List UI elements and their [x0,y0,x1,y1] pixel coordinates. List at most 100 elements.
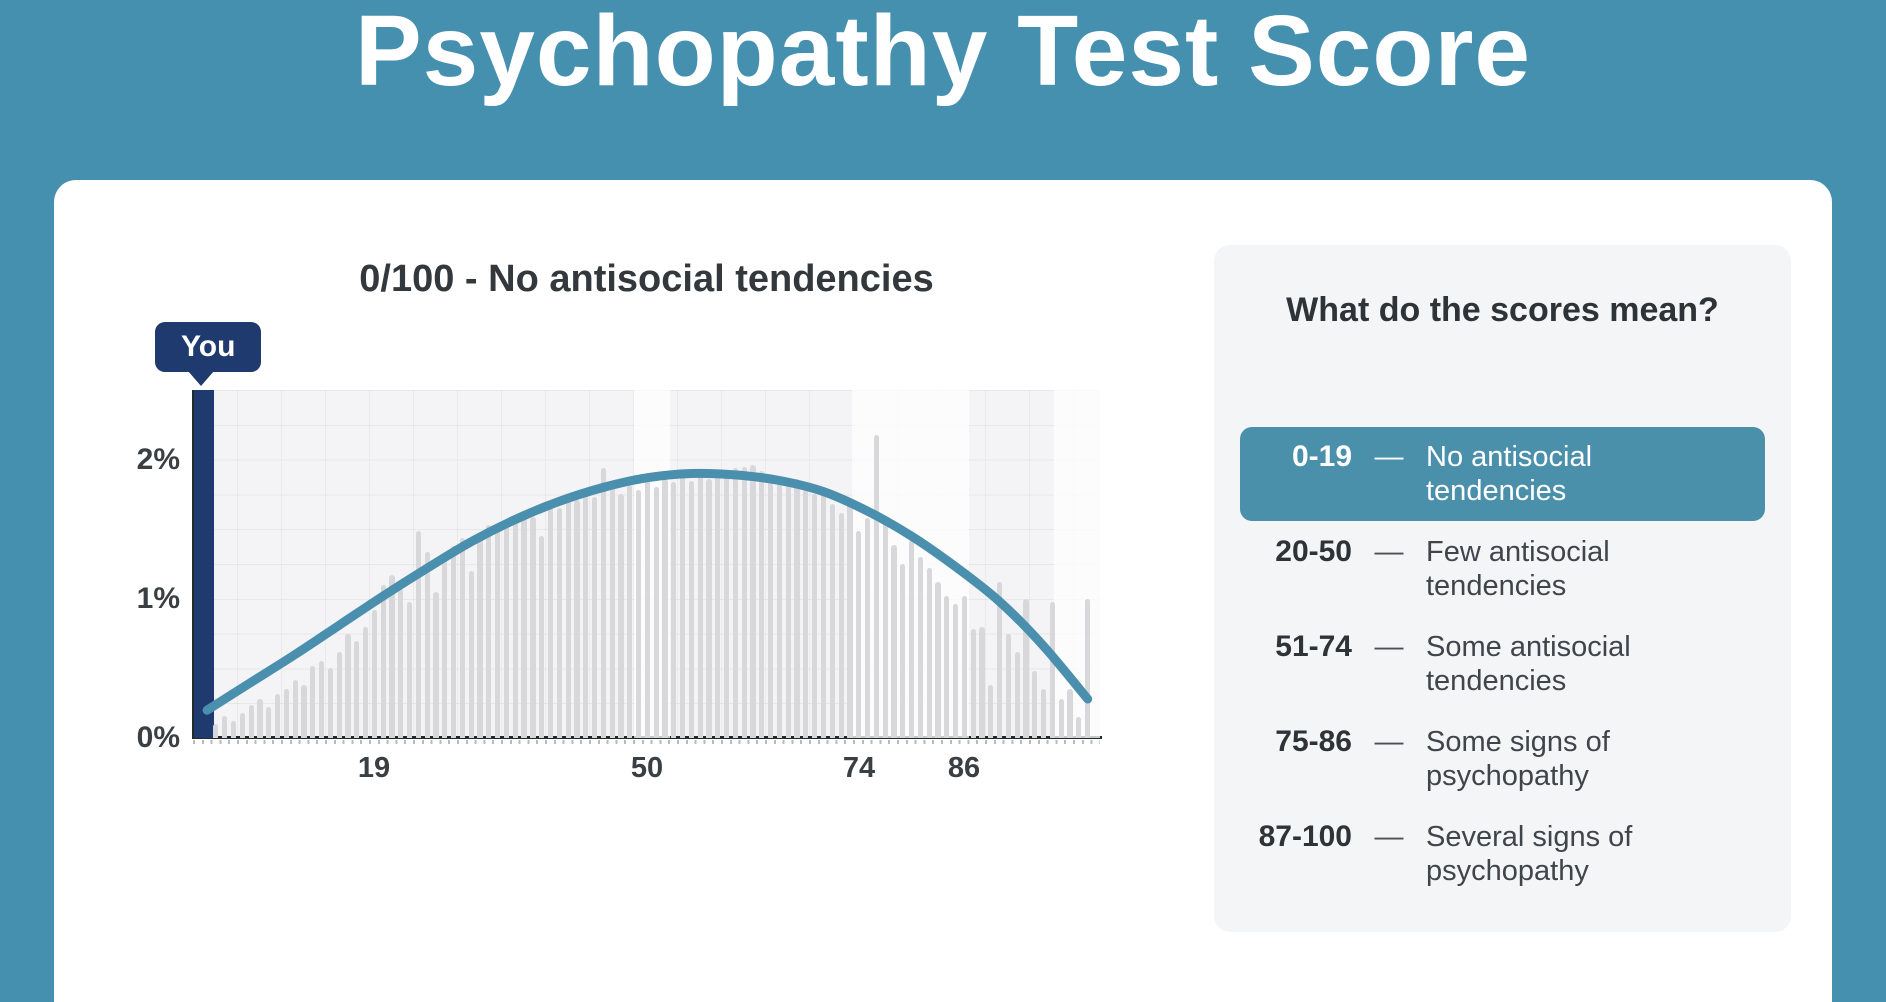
histogram-bar [961,596,967,738]
histogram-bar [574,500,580,738]
legend-row-desc: Several signs of psychopathy [1426,821,1633,887]
histogram-bar [838,512,844,738]
histogram-bar [1049,601,1056,738]
legend-row-range: 75-86 [1275,725,1352,758]
histogram-bar [706,479,712,738]
legend-row-desc: No antisocial tendencies [1426,441,1593,507]
you-badge: You [155,322,262,386]
histogram-bar [521,516,527,738]
histogram-bar [600,468,606,738]
histogram-bar [512,522,518,738]
histogram-bar [794,479,800,738]
legend-row-range: 0-19 [1291,440,1352,473]
histogram-bar [248,704,254,738]
histogram-bar [970,629,976,738]
user-score-bar [194,390,214,738]
histogram-bar [407,601,413,738]
histogram-bar [1076,717,1082,738]
histogram-bar [635,490,642,738]
histogram-bar [812,494,818,738]
histogram-bar [274,693,281,738]
histogram-bar [988,685,994,738]
histogram-bar [776,480,783,738]
histogram-bar [627,484,633,738]
x-axis-label: 19 [357,752,391,784]
histogram-bar [768,476,774,738]
histogram-bar [318,661,325,738]
histogram-bar [239,712,245,738]
legend-row: 20-50 — Few antisocial tendencies [1240,522,1765,616]
histogram-bar [653,487,659,738]
legend-row-dash: — [1374,821,1404,853]
histogram-bar [759,470,765,738]
histogram-bar [715,470,721,738]
histogram-bar [680,476,686,738]
histogram-bar [459,537,466,738]
histogram-bar [1032,671,1038,738]
histogram-bar [451,545,457,738]
histogram-bar [565,498,571,738]
histogram-bar [1023,598,1029,738]
legend-rows: 0-19 — No antisocial tendencies 20-50 — Few a… [1214,427,1791,902]
legend-row: 51-74 — Some antisocial tendencies [1240,617,1765,711]
histogram-bar [539,536,545,738]
histogram-bar [230,721,237,738]
legend-row-dash: — [1374,631,1404,663]
legend-row-desc: Few antisocial tendencies [1426,536,1610,602]
x-axis-label: 50 [630,752,664,784]
legend-heading: What do the scores mean? [1286,291,1719,329]
histogram-bar [1041,689,1047,738]
histogram-bar [688,480,695,738]
histogram-bar [732,468,739,738]
histogram-bar [354,640,360,738]
histogram-bar [486,525,492,738]
x-axis-ticks [193,740,1100,744]
histogram-bar [856,530,862,738]
histogram-bar [398,587,404,738]
legend-row-desc: Some antisocial tendencies [1426,631,1631,697]
histogram-bar [741,466,747,738]
histogram-bar [820,487,827,738]
histogram-bar [891,544,897,738]
histogram-bar [556,508,562,738]
histogram-bar [785,484,791,738]
histogram-bar [213,724,219,738]
histogram-bar [618,494,624,738]
histogram-bar [997,582,1003,738]
histogram-bar [829,504,835,738]
histogram-bar [442,555,448,738]
histogram-bar [433,591,439,738]
histogram-bar [671,481,677,738]
histogram-bar [882,520,888,738]
x-axis-label: 74 [842,752,876,784]
histogram-bar [1005,633,1012,738]
y-axis-line [192,390,195,739]
histogram-bar [1085,598,1091,738]
bell-curve [202,468,1093,715]
histogram-bar [697,473,703,738]
histogram-bar [380,584,386,738]
histogram-bar [371,609,378,738]
histogram-bar [301,685,307,738]
legend-row-dash: — [1374,441,1404,473]
histogram-bar [1058,699,1064,738]
legend-row: 87-100 — Several signs of psychopathy [1240,807,1765,901]
y-axis-label: 0% [136,721,180,754]
histogram-bar [1067,689,1073,738]
histogram-bar [750,465,756,738]
histogram-bar [415,530,422,738]
legend-row-range: 87-100 [1258,820,1352,853]
histogram-bar [530,516,536,738]
histogram-bar [900,564,906,738]
histogram-bar [1014,651,1020,738]
histogram-bar [803,490,809,738]
histogram-bar [336,651,342,738]
histogram-bar [389,575,395,738]
histogram-bar [327,668,333,738]
histogram-bar [847,501,853,738]
x-axis-label: 86 [947,752,981,784]
histogram-bar [979,626,985,738]
legend-row-range: 51-74 [1275,630,1352,663]
legend-row-desc: Some signs of psychopathy [1426,726,1610,792]
